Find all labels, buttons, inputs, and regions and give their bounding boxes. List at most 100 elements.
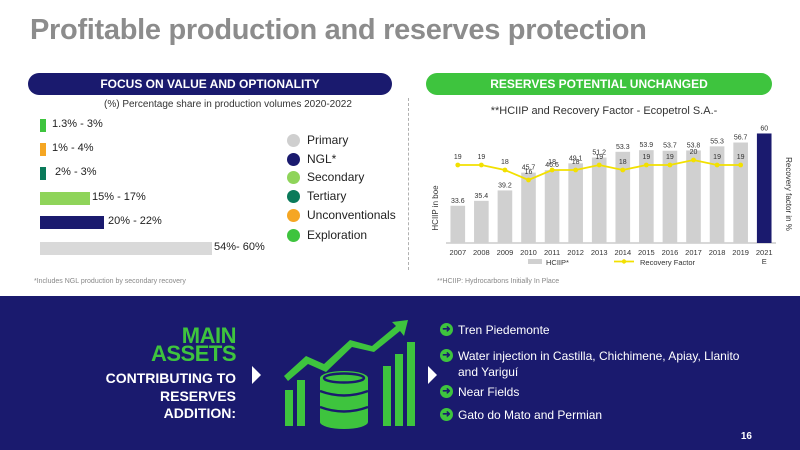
recovery-factor-label: 18 xyxy=(619,159,627,166)
recovery-factor-point xyxy=(549,167,555,173)
left-footnote: *Includes NGL production by secondary re… xyxy=(34,278,186,285)
main-assets-sub-line1: CONTRIBUTING TO xyxy=(105,370,236,386)
arrow-right-circle-icon: ➜ xyxy=(440,385,453,398)
hciip-bar xyxy=(450,205,466,243)
hciip-bar xyxy=(497,190,513,243)
recovery-factor-point xyxy=(714,162,720,168)
legend-label: Primary xyxy=(307,133,349,147)
hciip-bar-label: 55.3 xyxy=(710,138,724,145)
hciip-bar xyxy=(591,157,607,243)
asset-bullet: ➜ Tren Piedemonte xyxy=(440,322,758,338)
legend-swatch-recovery-dot xyxy=(621,259,627,264)
hciip-bar-label: 53.8 xyxy=(687,142,701,149)
main-assets-sub-line2: RESERVES xyxy=(160,388,236,404)
share-label-secondary: 15% - 17% xyxy=(92,191,146,203)
hciip-bar-label: 33.6 xyxy=(451,198,465,205)
legend-label: Tertiary xyxy=(307,189,347,203)
recovery-factor-label: 19 xyxy=(477,154,485,161)
share-label-tertiary: 2% - 3% xyxy=(55,166,97,178)
legend-swatch-hciip xyxy=(528,259,542,264)
recovery-factor-point xyxy=(526,177,531,183)
right-panel-header: RESERVES POTENTIAL UNCHANGED xyxy=(426,73,772,95)
legend-dot-icon xyxy=(287,209,300,222)
hciip-bar xyxy=(686,150,701,243)
recovery-factor-label: 19 xyxy=(666,154,674,161)
chart-ylabel: HCIIP in boe xyxy=(431,185,440,231)
panel-divider xyxy=(408,98,409,270)
arrow-right-circle-icon: ➜ xyxy=(440,349,453,362)
share-bar-primary xyxy=(40,242,212,255)
x-tick-label: 2007 xyxy=(449,248,466,257)
recovery-factor-point xyxy=(455,162,461,168)
hciip-bar xyxy=(544,170,560,243)
legend-dot-icon xyxy=(287,134,300,147)
asset-bullet-text: Near Fields xyxy=(458,385,520,399)
arrow-right-circle-icon: ➜ xyxy=(440,408,453,421)
x-tick-label: 2012 xyxy=(567,248,584,257)
legend-label: Secondary xyxy=(307,170,365,184)
hciip-bar-label: 60 xyxy=(760,125,768,132)
x-tick-label-suffix: E xyxy=(762,257,767,266)
right-footnote: **HCIIP: Hydrocarbons Initially In Place xyxy=(437,278,560,285)
recovery-factor-point xyxy=(691,157,696,163)
hciip-bar-label: 45.7 xyxy=(522,165,536,172)
recovery-factor-point xyxy=(667,162,673,168)
hciip-chart: **HCIIP and Recovery Factor - Ecopetrol … xyxy=(431,105,793,267)
hciip-bar-label: 39.2 xyxy=(498,182,512,189)
legend-label-recovery: Recovery Factor xyxy=(640,258,696,267)
recovery-factor-label: 19 xyxy=(454,154,462,161)
chevron-right-icon xyxy=(252,366,261,384)
main-assets-title-line2: ASSETS xyxy=(150,341,237,366)
legend-dot-icon xyxy=(287,190,300,203)
asset-bullet: ➜ Water injection in Castilla, Chichimen… xyxy=(440,348,758,380)
share-bar-secondary xyxy=(40,192,90,205)
legend-label: Unconventionals xyxy=(307,208,396,222)
share-bar-unconventionals xyxy=(40,143,46,156)
x-tick-label: 2013 xyxy=(591,248,608,257)
asset-bullet-text: Water injection in Castilla, Chichimene,… xyxy=(458,349,740,379)
hciip-bar-label: 51.2 xyxy=(592,150,606,157)
recovery-factor-label: 20 xyxy=(690,149,698,156)
legend-dot-icon xyxy=(287,153,300,166)
share-bar-exploration xyxy=(40,119,46,132)
recovery-factor-label: 19 xyxy=(595,154,603,161)
hciip-bar-label: 46.6 xyxy=(545,162,559,169)
recovery-factor-point xyxy=(738,162,744,168)
x-tick-label: 2015 xyxy=(638,248,655,257)
asset-bullet: ➜ Gato do Mato and Permian xyxy=(440,407,758,423)
hciip-bar xyxy=(733,142,748,243)
asset-bullet-text: Gato do Mato and Permian xyxy=(458,408,603,422)
x-tick-label: 2010 xyxy=(520,248,537,257)
recovery-factor-point xyxy=(478,162,484,168)
page-number: 16 xyxy=(740,431,752,442)
recovery-factor-point xyxy=(502,167,508,173)
legend-label: NGL* xyxy=(307,152,337,166)
recovery-factor-label: 19 xyxy=(737,154,745,161)
share-label-unconventionals: 1% - 4% xyxy=(52,142,94,154)
main-assets-sub-line3: ADDITION: xyxy=(163,405,236,421)
recovery-factor-point xyxy=(596,162,602,168)
hciip-bar xyxy=(474,200,489,243)
recovery-factor-point xyxy=(643,162,649,168)
share-label-exploration: 1.3% - 3% xyxy=(52,118,103,130)
recovery-factor-label: 18 xyxy=(501,159,509,166)
hciip-bar xyxy=(709,146,725,243)
recovery-factor-point xyxy=(620,167,626,173)
legend-label: Exploration xyxy=(307,228,368,242)
asset-bullet-text: Tren Piedemonte xyxy=(458,323,550,337)
hciip-bar xyxy=(639,150,654,243)
main-assets-banner: MAIN ASSETS CONTRIBUTING TO RESERVES ADD… xyxy=(0,296,800,450)
x-tick-label: 2019 xyxy=(732,248,749,257)
legend-label-hciip: HCIIP* xyxy=(546,258,569,267)
oil-barrel-growth-icon xyxy=(284,320,415,429)
share-bar-tertiary xyxy=(40,167,46,180)
x-tick-label: 2008 xyxy=(473,248,490,257)
recovery-factor-label: 19 xyxy=(713,154,721,161)
chart-y2label: Recovery factor in % xyxy=(784,157,793,231)
x-tick-label: 2009 xyxy=(497,248,514,257)
chevron-right-icon xyxy=(428,366,437,384)
share-label-ngl: 20% - 22% xyxy=(108,215,162,227)
hciip-bar-label: 56.7 xyxy=(734,135,748,142)
recovery-factor-label: 18 xyxy=(572,159,580,166)
recovery-factor-label: 19 xyxy=(642,154,650,161)
